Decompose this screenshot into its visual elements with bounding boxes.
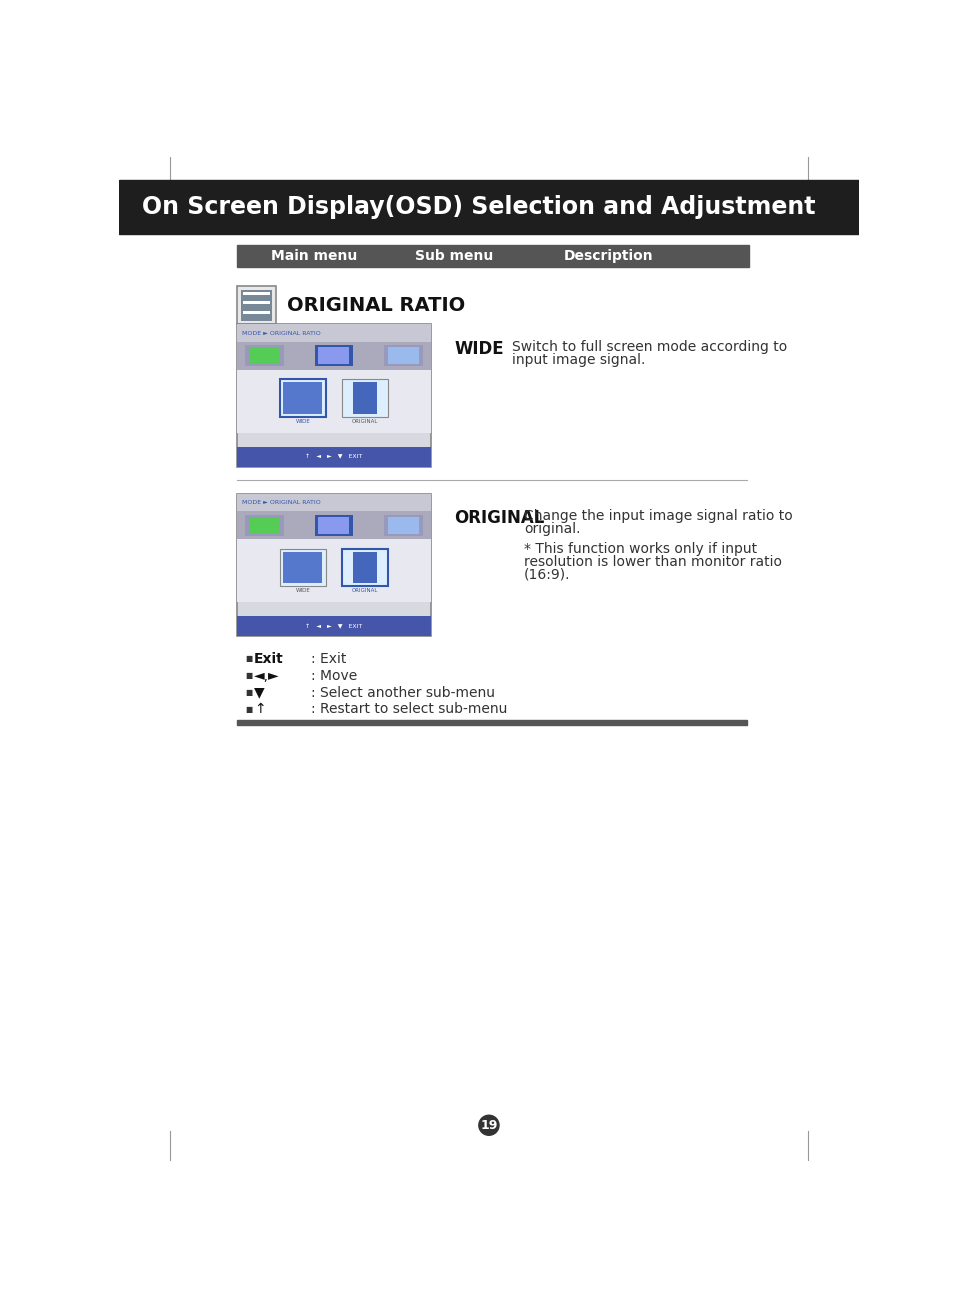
Bar bbox=[236, 245, 748, 266]
Text: WIDE: WIDE bbox=[454, 339, 503, 358]
Bar bbox=[341, 549, 388, 586]
Text: : Move: : Move bbox=[311, 668, 357, 683]
Bar bbox=[243, 311, 270, 313]
Bar bbox=[245, 345, 283, 367]
Bar bbox=[388, 347, 418, 364]
Bar bbox=[279, 380, 326, 418]
Bar bbox=[283, 382, 322, 414]
Text: : Select another sub-menu: : Select another sub-menu bbox=[311, 685, 495, 699]
Text: ORIGINAL: ORIGINAL bbox=[352, 419, 377, 424]
Text: ↑   ◄   ►   ▼   EXIT: ↑ ◄ ► ▼ EXIT bbox=[305, 624, 362, 629]
Bar bbox=[279, 549, 326, 586]
Bar bbox=[236, 371, 431, 433]
Text: ORIGINAL: ORIGINAL bbox=[454, 509, 544, 527]
Text: WIDE: WIDE bbox=[295, 419, 310, 424]
Bar bbox=[249, 517, 279, 534]
Bar bbox=[243, 301, 270, 304]
Text: input image signal.: input image signal. bbox=[512, 352, 645, 367]
Text: resolution is lower than monitor ratio: resolution is lower than monitor ratio bbox=[523, 555, 781, 569]
Text: ■: ■ bbox=[245, 654, 253, 663]
Text: ■: ■ bbox=[245, 688, 253, 697]
Bar bbox=[314, 345, 353, 367]
Text: WIDE: WIDE bbox=[295, 589, 310, 592]
Text: Sub menu: Sub menu bbox=[415, 249, 493, 262]
Text: ↑   ◄   ►   ▼   EXIT: ↑ ◄ ► ▼ EXIT bbox=[305, 454, 362, 459]
Bar bbox=[119, 180, 858, 234]
Bar bbox=[236, 325, 431, 467]
Text: original.: original. bbox=[523, 522, 579, 536]
Text: : Restart to select sub-menu: : Restart to select sub-menu bbox=[311, 702, 507, 716]
Text: : Exit: : Exit bbox=[311, 651, 347, 666]
Bar bbox=[384, 345, 422, 367]
Bar bbox=[283, 552, 322, 583]
Bar bbox=[236, 342, 431, 371]
Text: ORIGINAL: ORIGINAL bbox=[352, 589, 377, 592]
Bar bbox=[353, 382, 376, 414]
Text: MODE ► ORIGINAL RATIO: MODE ► ORIGINAL RATIO bbox=[241, 330, 320, 335]
Text: ↑: ↑ bbox=[253, 702, 266, 716]
Bar bbox=[243, 292, 270, 295]
Text: * This function works only if input: * This function works only if input bbox=[523, 542, 756, 556]
Bar bbox=[236, 286, 275, 325]
Text: ■: ■ bbox=[245, 705, 253, 714]
Text: On Screen Display(OSD) Selection and Adjustment: On Screen Display(OSD) Selection and Adj… bbox=[142, 194, 815, 219]
Bar bbox=[353, 552, 376, 583]
Text: ▼: ▼ bbox=[253, 685, 264, 699]
Text: ORIGINAL RATIO: ORIGINAL RATIO bbox=[287, 296, 465, 315]
Text: ◄,►: ◄,► bbox=[253, 668, 279, 683]
Text: Change the input image signal ratio to: Change the input image signal ratio to bbox=[523, 509, 792, 523]
Text: Exit: Exit bbox=[253, 651, 284, 666]
Text: Switch to full screen mode according to: Switch to full screen mode according to bbox=[512, 339, 786, 354]
Bar bbox=[236, 616, 431, 637]
Circle shape bbox=[478, 1116, 498, 1135]
Bar bbox=[236, 539, 431, 602]
Text: 19: 19 bbox=[479, 1118, 497, 1131]
Text: ■: ■ bbox=[245, 671, 253, 680]
Bar bbox=[341, 380, 388, 418]
Text: Main menu: Main menu bbox=[272, 249, 357, 262]
Text: MODE ► ORIGINAL RATIO: MODE ► ORIGINAL RATIO bbox=[241, 500, 320, 505]
Bar bbox=[249, 347, 279, 364]
Text: Description: Description bbox=[563, 249, 653, 262]
Bar bbox=[384, 514, 422, 536]
Bar bbox=[236, 325, 431, 342]
Bar bbox=[318, 347, 349, 364]
Bar bbox=[388, 517, 418, 534]
Bar bbox=[236, 720, 746, 724]
Text: (16:9).: (16:9). bbox=[523, 568, 570, 582]
Bar bbox=[236, 493, 431, 512]
Bar bbox=[314, 514, 353, 536]
Bar bbox=[241, 290, 272, 321]
Bar bbox=[245, 514, 283, 536]
Bar bbox=[236, 448, 431, 467]
Bar bbox=[236, 493, 431, 637]
Bar bbox=[318, 517, 349, 534]
Bar bbox=[236, 512, 431, 539]
